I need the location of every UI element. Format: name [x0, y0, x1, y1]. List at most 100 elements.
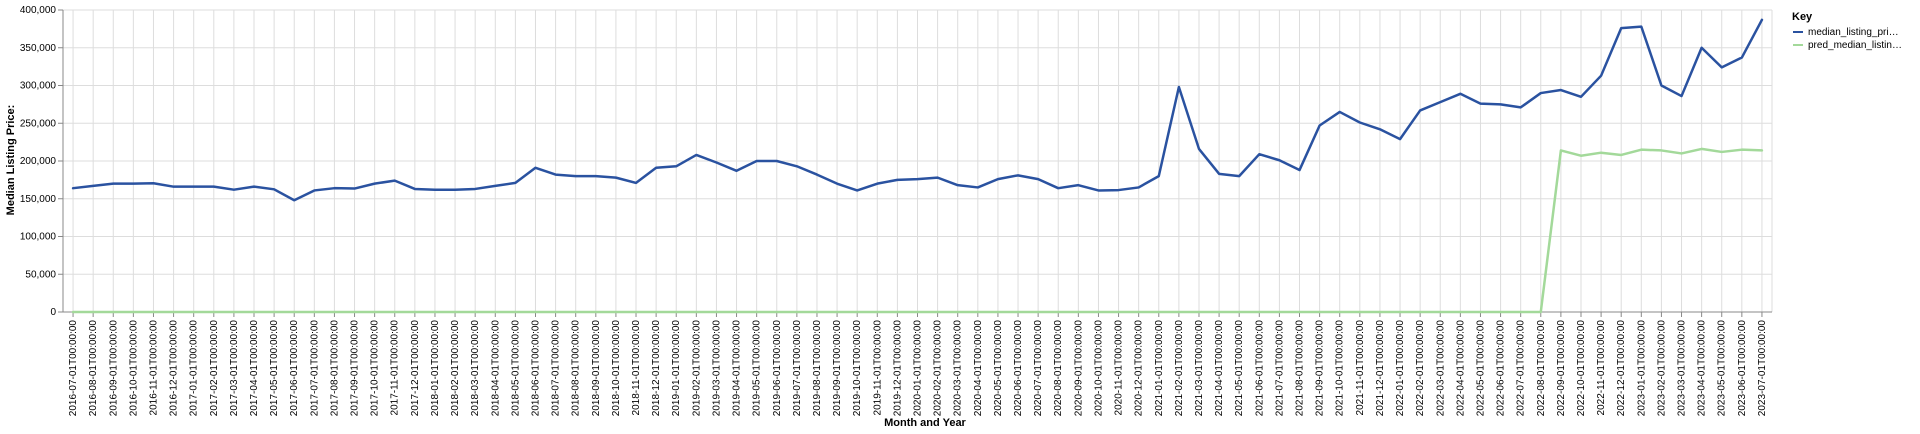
x-tick-label: 2020-08-01T00:00:00	[1053, 320, 1064, 417]
x-tick-label: 2016-10-01T00:00:00	[128, 320, 139, 417]
legend-label-pred: pred_median_listin…	[1808, 40, 1902, 51]
x-tick-label: 2020-05-01T00:00:00	[993, 320, 1004, 417]
x-tick-label: 2016-12-01T00:00:00	[169, 320, 180, 417]
legend-label-median: median_listing_pri…	[1808, 27, 1899, 38]
y-tick-label: 0	[50, 307, 56, 318]
x-tick-label: 2022-10-01T00:00:00	[1576, 320, 1587, 417]
y-axis-title: Median Listing Price:	[5, 105, 17, 216]
x-tick-label: 2018-05-01T00:00:00	[510, 320, 521, 417]
x-tick-label: 2019-12-01T00:00:00	[892, 320, 903, 417]
x-tick-label: 2021-02-01T00:00:00	[1174, 320, 1185, 417]
x-tick-label: 2019-06-01T00:00:00	[772, 320, 783, 417]
x-tick-label: 2020-09-01T00:00:00	[1073, 320, 1084, 417]
x-tick-label: 2019-04-01T00:00:00	[732, 320, 743, 417]
x-tick-label: 2023-01-01T00:00:00	[1636, 320, 1647, 417]
y-tick-label: 350,000	[20, 43, 57, 54]
x-tick-label: 2021-05-01T00:00:00	[1234, 320, 1245, 417]
x-tick-label: 2022-11-01T00:00:00	[1596, 320, 1607, 416]
x-tick-label: 2016-07-01T00:00:00	[68, 320, 79, 417]
x-tick-label: 2016-11-01T00:00:00	[148, 320, 159, 416]
x-tick-label: 2021-06-01T00:00:00	[1254, 320, 1265, 417]
series-lines	[71, 18, 1764, 314]
y-tick-label: 100,000	[20, 232, 57, 243]
x-tick-label: 2021-09-01T00:00:00	[1315, 320, 1326, 417]
x-tick-label: 2018-09-01T00:00:00	[591, 320, 602, 417]
x-tick-label: 2019-07-01T00:00:00	[792, 320, 803, 417]
y-axis: 0 50,000 100,000 150,000 200,000 250,000 300,0…	[20, 5, 64, 318]
x-tick-label: 2017-02-01T00:00:00	[209, 320, 220, 417]
x-tick-label: 2021-07-01T00:00:00	[1274, 320, 1285, 417]
x-tick-label: 2020-11-01T00:00:00	[1114, 320, 1125, 416]
gridlines	[63, 9, 1773, 313]
x-tick-label: 2020-01-01T00:00:00	[913, 320, 924, 417]
x-tick-label: 2017-05-01T00:00:00	[269, 320, 280, 417]
x-tick-label: 2022-02-01T00:00:00	[1415, 320, 1426, 417]
x-tick-label: 2018-04-01T00:00:00	[490, 320, 501, 417]
x-tick-label: 2020-06-01T00:00:00	[1013, 320, 1024, 417]
x-tick-label: 2022-07-01T00:00:00	[1516, 320, 1527, 417]
x-tick-label: 2018-06-01T00:00:00	[530, 320, 541, 417]
x-tick-label: 2023-06-01T00:00:00	[1737, 320, 1748, 417]
legend: Key median_listing_pri… pred_median_list…	[1792, 11, 1902, 51]
y-tick-label: 150,000	[20, 194, 57, 205]
x-tick-label: 2017-07-01T00:00:00	[309, 320, 320, 417]
x-tick-label: 2017-03-01T00:00:00	[229, 320, 240, 417]
x-tick-label: 2021-08-01T00:00:00	[1295, 320, 1306, 417]
x-tick-label: 2020-03-01T00:00:00	[953, 320, 964, 417]
x-tick-label: 2020-02-01T00:00:00	[933, 320, 944, 417]
x-tick-label: 2020-04-01T00:00:00	[973, 320, 984, 417]
y-tick-label: 50,000	[25, 269, 56, 280]
legend-title: Key	[1792, 11, 1813, 23]
x-tick-label: 2017-08-01T00:00:00	[329, 320, 340, 417]
x-tick-label: 2022-08-01T00:00:00	[1536, 320, 1547, 417]
x-tick-label: 2020-12-01T00:00:00	[1134, 320, 1145, 417]
x-tick-label: 2017-12-01T00:00:00	[410, 320, 421, 417]
x-tick-label: 2022-03-01T00:00:00	[1435, 320, 1446, 417]
x-tick-label: 2021-11-01T00:00:00	[1355, 320, 1366, 416]
y-tick-label: 250,000	[20, 118, 57, 129]
x-tick-label: 2022-05-01T00:00:00	[1475, 320, 1486, 417]
x-tick-label: 2018-08-01T00:00:00	[571, 320, 582, 417]
x-tick-label: 2018-11-01T00:00:00	[631, 320, 642, 416]
x-tick-label: 2019-10-01T00:00:00	[852, 320, 863, 417]
x-axis: 2016-07-01T00:00:00 2016-08-01T00:00:00 20…	[63, 311, 1772, 417]
x-tick-label: 2019-03-01T00:00:00	[711, 320, 722, 417]
x-tick-label: 2022-06-01T00:00:00	[1496, 320, 1507, 417]
x-tick-label: 2023-03-01T00:00:00	[1677, 320, 1688, 417]
x-tick-label: 2022-04-01T00:00:00	[1455, 320, 1466, 417]
x-tick-label: 2019-02-01T00:00:00	[691, 320, 702, 417]
x-tick-label: 2023-04-01T00:00:00	[1697, 320, 1708, 417]
x-axis-title: Month and Year	[884, 417, 966, 429]
x-tick-label: 2016-08-01T00:00:00	[88, 320, 99, 417]
x-tick-label: 2023-07-01T00:00:00	[1757, 320, 1768, 417]
x-tick-label: 2021-03-01T00:00:00	[1194, 320, 1205, 417]
x-tick-label: 2018-10-01T00:00:00	[611, 320, 622, 417]
x-tick-label: 2017-04-01T00:00:00	[249, 320, 260, 417]
x-tick-label: 2022-12-01T00:00:00	[1616, 320, 1627, 417]
series-line	[71, 18, 1764, 202]
y-tick-label: 300,000	[20, 81, 57, 92]
x-tick-label: 2019-08-01T00:00:00	[812, 320, 823, 417]
x-tick-label: 2018-07-01T00:00:00	[551, 320, 562, 417]
x-tick-label: 2023-05-01T00:00:00	[1717, 320, 1728, 417]
x-tick-label: 2023-02-01T00:00:00	[1656, 320, 1667, 417]
x-tick-label: 2018-02-01T00:00:00	[450, 320, 461, 417]
x-tick-label: 2017-06-01T00:00:00	[289, 320, 300, 417]
series-line	[71, 147, 1764, 314]
x-tick-label: 2017-10-01T00:00:00	[370, 320, 381, 417]
x-tick-label: 2021-10-01T00:00:00	[1335, 320, 1346, 417]
x-tick-label: 2017-11-01T00:00:00	[390, 320, 401, 416]
x-tick-label: 2018-01-01T00:00:00	[430, 320, 441, 417]
x-tick-label: 2017-01-01T00:00:00	[189, 320, 200, 417]
x-tick-label: 2021-04-01T00:00:00	[1214, 320, 1225, 417]
x-tick-label: 2019-11-01T00:00:00	[872, 320, 883, 416]
x-tick-label: 2018-03-01T00:00:00	[470, 320, 481, 417]
x-tick-label: 2020-10-01T00:00:00	[1093, 320, 1104, 417]
y-tick-label: 200,000	[20, 156, 57, 167]
x-tick-label: 2020-07-01T00:00:00	[1033, 320, 1044, 417]
y-tick-label: 400,000	[20, 5, 57, 16]
x-tick-label: 2019-01-01T00:00:00	[671, 320, 682, 417]
x-tick-label: 2019-09-01T00:00:00	[832, 320, 843, 417]
